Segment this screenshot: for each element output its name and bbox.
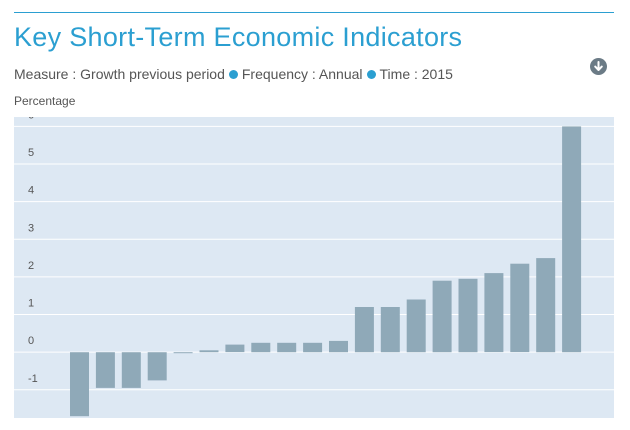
y-tick-label: 1 bbox=[28, 298, 34, 310]
bar[interactable] bbox=[484, 273, 504, 353]
bar[interactable] bbox=[380, 307, 400, 353]
bar-chart: -1 0 1 2 3 4 5 6 bbox=[14, 117, 614, 417]
bar[interactable] bbox=[70, 352, 89, 417]
measure-label: Measure : Growth previous period bbox=[14, 66, 225, 82]
y-tick-label: 6 bbox=[28, 117, 34, 121]
separator-dot-icon bbox=[366, 69, 376, 79]
bar[interactable] bbox=[510, 263, 530, 353]
bar[interactable] bbox=[432, 280, 452, 353]
download-button[interactable] bbox=[590, 58, 607, 75]
y-tick-label: 4 bbox=[28, 185, 34, 197]
bar[interactable] bbox=[458, 278, 478, 353]
y-tick-label: 2 bbox=[28, 260, 34, 272]
y-tick-label: 5 bbox=[28, 147, 34, 159]
y-tick-label: 0 bbox=[28, 335, 34, 347]
bar[interactable] bbox=[95, 352, 115, 388]
bar[interactable] bbox=[406, 299, 426, 353]
y-tick-label: -1 bbox=[28, 373, 38, 385]
bar[interactable] bbox=[199, 350, 219, 353]
separator-dot-icon bbox=[228, 69, 238, 79]
bar[interactable] bbox=[277, 342, 297, 353]
y-tick-label: 3 bbox=[28, 222, 34, 234]
bar[interactable] bbox=[536, 258, 556, 353]
bar[interactable] bbox=[354, 307, 374, 353]
bar[interactable] bbox=[147, 352, 167, 381]
bar[interactable] bbox=[303, 342, 323, 353]
time-label: Time : 2015 bbox=[379, 66, 453, 82]
plot-area: -1 0 1 2 3 4 5 6 bbox=[14, 117, 614, 418]
chart-title: Key Short-Term Economic Indicators bbox=[14, 22, 463, 52]
download-arrow-icon bbox=[594, 61, 603, 71]
bar[interactable] bbox=[173, 352, 193, 354]
bar[interactable] bbox=[225, 344, 245, 353]
top-rule bbox=[14, 12, 614, 13]
y-axis-label: Percentage bbox=[14, 94, 76, 108]
chart-subtitle: Measure : Growth previous period Frequen… bbox=[14, 66, 453, 82]
frequency-label: Frequency : Annual bbox=[241, 66, 363, 82]
bar[interactable] bbox=[121, 352, 141, 388]
bar[interactable] bbox=[562, 126, 582, 353]
bar[interactable] bbox=[251, 342, 271, 353]
bar[interactable] bbox=[329, 340, 348, 353]
